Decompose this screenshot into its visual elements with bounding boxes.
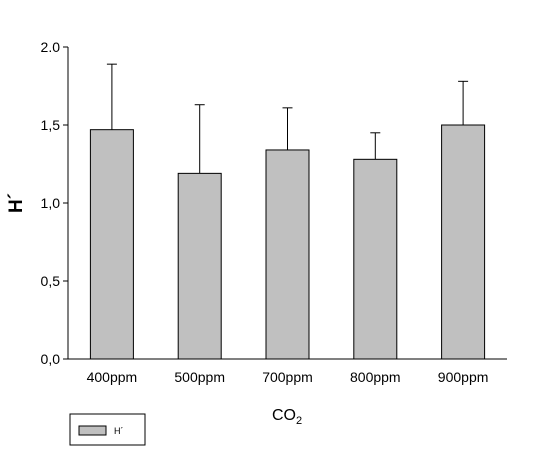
y-tick-label-1: 0,5: [41, 273, 61, 289]
legend-swatch: [78, 425, 107, 436]
y-ticks-group: 0,0 0,5 1,0 1,5 2.0: [41, 39, 68, 367]
legend-label: H´: [114, 426, 124, 436]
y-tick-label-0: 0,0: [41, 351, 61, 367]
bar-700ppm: [265, 149, 310, 360]
y-axis-label: H´: [6, 193, 27, 213]
bar-800ppm: [353, 158, 398, 360]
x-ticks-group: 400ppm 500ppm 700ppm 800ppm 900ppm: [87, 369, 489, 385]
bar-500ppm: [177, 172, 222, 360]
x-tick-label-700ppm: 700ppm: [262, 369, 313, 385]
x-axis-label-subscript: 2: [296, 415, 302, 427]
y-tick-label-2: 1,0: [41, 195, 61, 211]
x-axis-label-main: CO: [272, 407, 296, 424]
legend: H´: [69, 413, 146, 446]
x-tick-label-500ppm: 500ppm: [174, 369, 225, 385]
x-tick-label-400ppm: 400ppm: [87, 369, 138, 385]
x-tick-label-900ppm: 900ppm: [438, 369, 489, 385]
x-axis-label: CO2: [272, 407, 302, 427]
bar-400ppm: [89, 129, 134, 360]
error-bars-group: [106, 63, 469, 174]
bars-group: [89, 124, 486, 360]
x-tick-label-800ppm: 800ppm: [350, 369, 401, 385]
y-tick-label-3: 1,5: [41, 117, 61, 133]
bar-900ppm: [441, 124, 486, 360]
y-tick-label-4: 2.0: [41, 39, 61, 55]
